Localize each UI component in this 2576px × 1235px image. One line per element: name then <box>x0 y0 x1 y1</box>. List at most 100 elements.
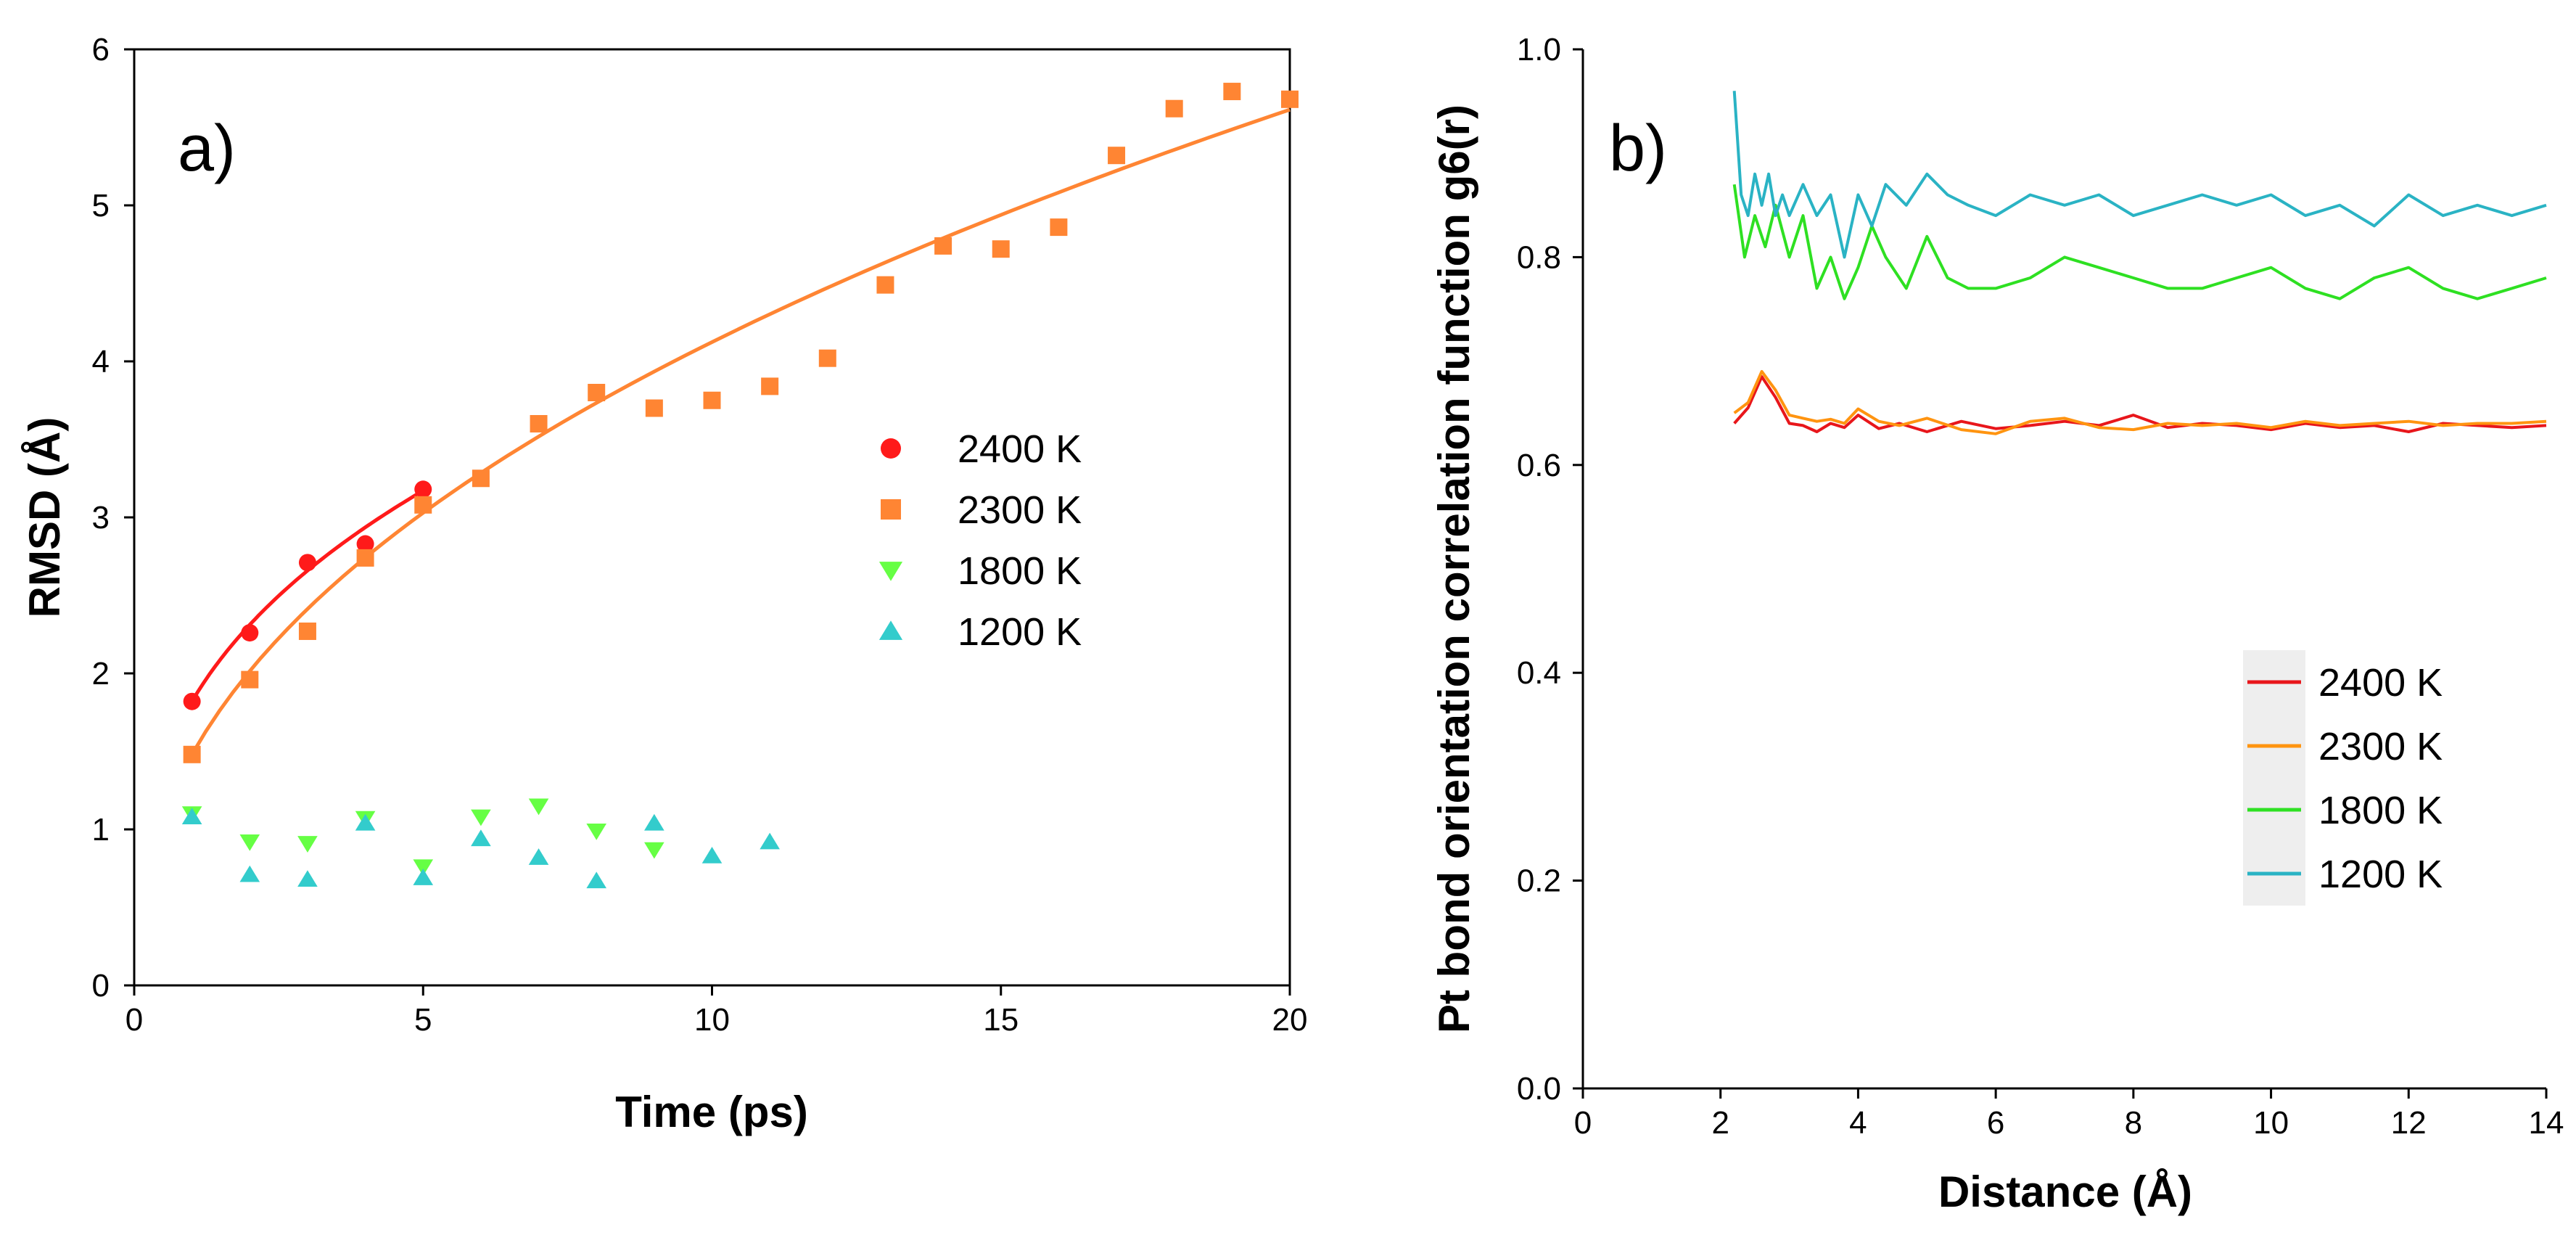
panel-a-y-tick-label: 1 <box>92 812 110 848</box>
data-point-1200-k[interactable] <box>528 848 549 865</box>
data-point-2300-k[interactable] <box>876 276 894 294</box>
legend-label-1800-k: 1800 K <box>958 549 1082 593</box>
panel-b-y-tick-label: 0.2 <box>1517 863 1561 899</box>
panel-a-x-tick-label: 15 <box>983 1002 1019 1038</box>
panel-a-x-tick-label: 0 <box>125 1002 143 1038</box>
data-point-2400-k[interactable] <box>183 692 201 710</box>
panel-a-y-tick-label: 2 <box>92 656 110 692</box>
data-point-1200-k[interactable] <box>701 846 723 863</box>
data-point-1200-k[interactable] <box>413 869 434 885</box>
data-point-1800-k[interactable] <box>586 823 606 840</box>
data-point-1200-k[interactable] <box>644 813 664 831</box>
data-point-1800-k[interactable] <box>297 836 318 853</box>
data-point-1200-k[interactable] <box>239 865 260 882</box>
panel-a-legend: 2400 K 2300 K 1800 K 1200 K <box>878 427 1082 654</box>
panel-b-chart: 0 2 4 6 8 10 12 14 0.0 0.2 0.4 0.6 0.8 1.0 b) Distanc… <box>1430 32 2564 1216</box>
data-point-1200-k[interactable] <box>586 871 606 889</box>
panel-b-x-tick-label: 6 <box>1987 1105 2004 1141</box>
panel-b-x-tick-label: 2 <box>1711 1105 1729 1141</box>
data-point-1200-k[interactable] <box>471 829 491 847</box>
series-line-1200-k[interactable] <box>1732 91 2547 259</box>
panel-a-y-tick-label: 0 <box>92 968 110 1004</box>
legend-marker-2400-k <box>881 438 901 459</box>
data-point-2300-k[interactable] <box>588 384 606 401</box>
fit-curve-2300-k <box>190 107 1291 756</box>
series-line-2300-k[interactable] <box>1733 369 2547 435</box>
data-point-1200-k[interactable] <box>297 870 318 887</box>
data-point-2300-k[interactable] <box>1223 83 1241 101</box>
data-point-2300-k[interactable] <box>1108 147 1126 165</box>
panel-b-y-tick-label: 0.6 <box>1517 448 1561 483</box>
fit-curve-2400-k <box>190 489 424 702</box>
data-point-1200-k[interactable] <box>760 832 780 850</box>
data-point-2300-k[interactable] <box>1281 90 1299 108</box>
legend-label-1800-k: 1800 K <box>2318 789 2443 832</box>
panel-b-y-axis-title: Pt bond orientation correlation function… <box>1430 104 1478 1033</box>
panel-b-y-tick-label: 0.4 <box>1517 655 1561 691</box>
legend-marker-1200-k <box>878 620 903 640</box>
data-point-1800-k[interactable] <box>239 834 260 851</box>
data-point-2300-k[interactable] <box>1165 99 1183 118</box>
panel-a-y-axis-title: RMSD (Å) <box>20 417 69 618</box>
panel-b-x-tick-label: 14 <box>2529 1105 2564 1141</box>
legend-label-1200-k: 1200 K <box>2318 853 2443 896</box>
panel-b-y-tick-label: 0.0 <box>1517 1071 1561 1107</box>
data-point-2300-k[interactable] <box>472 469 490 488</box>
data-point-2300-k[interactable] <box>1050 218 1068 237</box>
panel-a-x-axis-title: Time (ps) <box>615 1088 808 1136</box>
data-point-2300-k[interactable] <box>934 237 952 255</box>
data-point-2300-k[interactable] <box>241 670 259 689</box>
panel-a-y-tick-label: 3 <box>92 500 110 536</box>
data-point-2400-k[interactable] <box>414 480 432 498</box>
legend-marker-2300-k <box>881 499 901 520</box>
panel-b-x-tick-label: 10 <box>2253 1105 2289 1141</box>
panel-b-x-tick-label: 12 <box>2391 1105 2427 1141</box>
panel-a-x-tick-label: 5 <box>414 1002 432 1038</box>
data-point-2400-k[interactable] <box>298 554 316 572</box>
panel-a-fit-curves <box>190 107 1291 756</box>
data-point-1800-k[interactable] <box>413 859 434 877</box>
legend-label-2300-k: 2300 K <box>958 488 1082 532</box>
data-point-2300-k[interactable] <box>992 240 1010 258</box>
legend-label-2400-k: 2400 K <box>2318 661 2443 705</box>
data-point-2300-k[interactable] <box>818 349 836 367</box>
panel-b-x-tick-label: 4 <box>1849 1105 1867 1141</box>
panel-a-x-tick-label: 10 <box>694 1002 730 1038</box>
panel-a-y-tick-label: 5 <box>92 188 110 223</box>
panel-a-y-tick-label: 6 <box>92 32 110 67</box>
data-point-1800-k[interactable] <box>471 809 491 826</box>
data-point-2300-k[interactable] <box>298 622 316 640</box>
panel-b-y-tick-label: 0.8 <box>1517 239 1561 275</box>
data-point-2300-k[interactable] <box>356 549 374 567</box>
panel-a-data-points <box>181 83 1299 889</box>
panel-b-x-axis-title: Distance (Å) <box>1938 1168 2192 1216</box>
panel-b-y-tick-label: 1.0 <box>1517 32 1561 67</box>
data-point-2300-k[interactable] <box>703 391 721 409</box>
data-point-2300-k[interactable] <box>530 415 548 432</box>
data-point-2400-k[interactable] <box>241 624 259 642</box>
series-line-1800-k[interactable] <box>1732 184 2547 300</box>
legend-label-2300-k: 2300 K <box>2318 725 2443 768</box>
data-point-1800-k[interactable] <box>644 842 664 859</box>
panel-a-x-tick-label: 20 <box>1272 1002 1308 1038</box>
data-point-2300-k[interactable] <box>414 496 432 514</box>
data-point-2300-k[interactable] <box>761 377 779 395</box>
panel-a-y-tick-label: 4 <box>92 344 110 379</box>
data-point-1200-k[interactable] <box>181 808 202 824</box>
data-point-2400-k[interactable] <box>356 535 374 553</box>
data-point-2300-k[interactable] <box>645 399 663 417</box>
panel-b-x-tick-label: 8 <box>2125 1105 2142 1141</box>
series-line-2400-k[interactable] <box>1733 375 2547 433</box>
panel-b-ticks: 0 2 4 6 8 10 12 14 0.0 0.2 0.4 0.6 0.8 1.0 <box>1517 32 2564 1141</box>
panel-b-x-tick-label: 0 <box>1574 1105 1592 1141</box>
legend-label-2400-k: 2400 K <box>958 427 1082 471</box>
data-point-2300-k[interactable] <box>183 745 201 763</box>
panel-a-ticks: 0 5 10 15 20 0 1 2 3 4 5 6 <box>92 32 1308 1038</box>
legend-marker-1800-k <box>878 562 903 581</box>
panel-b-letter: b) <box>1609 112 1667 185</box>
panel-a-letter: a) <box>178 112 236 185</box>
panel-b-lines <box>1732 91 2547 435</box>
data-point-1800-k[interactable] <box>528 798 549 816</box>
data-point-1200-k[interactable] <box>355 813 376 831</box>
